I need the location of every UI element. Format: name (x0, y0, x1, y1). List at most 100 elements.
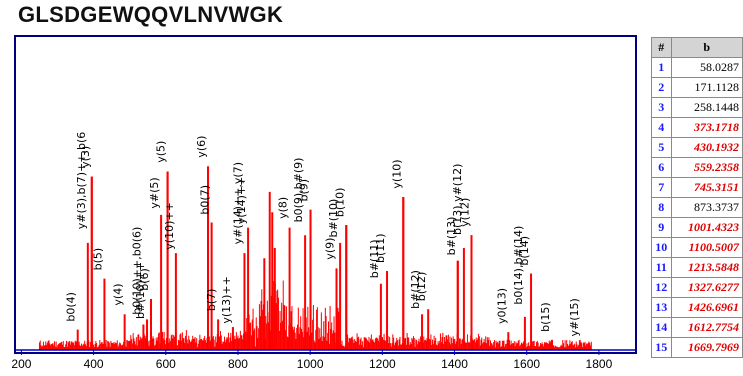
ion-index-cell: 13 (651, 297, 672, 318)
table-row: 5 430.1932 (651, 137, 743, 158)
annotated-peaks: b0(4) y#(3),b(7)++,b(6y(3) b(5) y(4) b0(10)+… (65, 132, 582, 350)
ion-mass-cell: 1612.7754 (670, 317, 743, 338)
x-tick-label: 1600 (513, 357, 540, 371)
ion-mass-cell: 1001.4323 (670, 217, 743, 238)
b-ion-table: # b 1 58.0287 2 171.1128 3 258.1448 4 373.1718 5… (651, 37, 743, 358)
ion-index-cell: 9 (651, 217, 672, 238)
ion-mass-cell: 373.1718 (670, 117, 743, 138)
peak-label: b(12) (415, 272, 428, 302)
peak-label: y(9) (324, 238, 337, 260)
ion-mass-cell: 1213.5848 (670, 257, 743, 278)
ion-index-cell: 8 (651, 197, 672, 218)
x-tick-label: 1800 (586, 357, 613, 371)
table-row: 4 373.1718 (651, 117, 743, 138)
ion-table-body: 1 58.0287 2 171.1128 3 258.1448 4 373.1718 5 430.… (651, 57, 743, 358)
ion-index-cell: 14 (651, 317, 672, 338)
peak-label: y(13)++ (220, 276, 233, 324)
x-tick-label: 600 (156, 357, 176, 371)
table-row: 2 171.1128 (651, 77, 743, 98)
ion-mass-cell: 1327.6277 (670, 277, 743, 298)
peak-label: y(6) (195, 136, 208, 158)
table-row: 11 1213.5848 (651, 257, 743, 278)
peak-label: b0(9),b#(9) (292, 158, 305, 223)
chart-frame (14, 35, 637, 354)
peak-label: y(4) (112, 284, 125, 306)
ion-index-cell: 11 (651, 257, 672, 278)
ion-index-cell: 7 (651, 177, 672, 198)
ion-mass-cell: 559.2358 (670, 157, 743, 178)
x-tick-label: 200 (11, 357, 31, 371)
peak-label: y#(3),b(7)++,b(6 (75, 132, 88, 230)
ms-spectrum-chart: b0(4) y#(3),b(7)++,b(6y(3) b(5) y(4) b0(10)+… (11, 35, 637, 371)
peak-label: y(3) (79, 146, 92, 168)
peak-label: b(15) (539, 302, 552, 332)
index-column-header: # (651, 37, 672, 58)
peak-label: b#(11) (368, 240, 381, 279)
ion-mass-cell: 1426.6961 (670, 297, 743, 318)
table-row: 6 559.2358 (651, 157, 743, 178)
peak-label: y#(14)++,y(7) (231, 162, 244, 244)
ion-mass-cell: 171.1128 (670, 77, 743, 98)
x-tick-label: 1200 (369, 357, 396, 371)
peak-label: y(12) (458, 198, 471, 227)
peak-label: y#(5) (148, 177, 161, 208)
peak-label: b(6) (138, 268, 151, 291)
ion-index-cell: 3 (651, 97, 672, 118)
table-row: 9 1001.4323 (651, 217, 743, 238)
table-row: 12 1327.6277 (651, 277, 743, 298)
b-column-header: b (670, 37, 743, 58)
peak-label: b0(10)++,b0(6) (130, 227, 143, 315)
ion-index-cell: 10 (651, 237, 672, 258)
peak-label: y(14)++ (235, 177, 248, 225)
peak-label: b#(10)++ (134, 262, 147, 319)
peak-label: b0(14),b#(14) (512, 226, 525, 305)
peak-label: y#(15) (568, 298, 581, 336)
peak-label: b(13),y#(12) (451, 164, 464, 235)
peak-label: y(10)++ (163, 202, 176, 250)
ion-index-cell: 12 (651, 277, 672, 298)
ion-mass-cell: 1669.7969 (670, 337, 743, 358)
ion-mass-cell: 873.3737 (670, 197, 743, 218)
peak-label: b#(12) (409, 270, 422, 309)
peak-label: b(7) (205, 289, 218, 312)
peak-label: b#(10) (327, 199, 340, 238)
ion-mass-cell: 58.0287 (670, 57, 743, 78)
peak-label: y0(13) (495, 288, 508, 324)
ion-index-cell: 2 (651, 77, 672, 98)
peak-label: b#(13) (445, 217, 458, 256)
table-row: 10 1100.5007 (651, 237, 743, 258)
table-row: 15 1669.7969 (651, 337, 743, 358)
peak-label: b0(4) (65, 292, 78, 322)
ion-index-cell: 15 (651, 337, 672, 358)
table-row: 8 873.3737 (651, 197, 743, 218)
table-row: 13 1426.6961 (651, 297, 743, 318)
peak-label: b(14) (518, 236, 531, 266)
ion-mass-cell: 745.3151 (670, 177, 743, 198)
peak-label: b(5) (91, 248, 104, 271)
ion-index-cell: 4 (651, 117, 672, 138)
table-row: 1 58.0287 (651, 57, 743, 78)
peak-label: b(10) (333, 188, 346, 218)
ion-index-cell: 1 (651, 57, 672, 78)
table-row: 14 1612.7754 (651, 317, 743, 338)
ion-index-cell: 5 (651, 137, 672, 158)
peak-label: b0(7) (199, 185, 212, 215)
peak-label: y(5) (155, 141, 168, 163)
ion-mass-cell: 1100.5007 (670, 237, 743, 258)
table-row: 3 258.1448 (651, 97, 743, 118)
x-tick-label: 1400 (441, 357, 468, 371)
x-axis-ticks: 200 400 600 800 1000 1200 1400 1600 1800 (11, 350, 613, 371)
peptide-sequence-title: GLSDGEWQQVLNVWGK (18, 2, 284, 27)
peak-label: b(9) (298, 179, 311, 202)
peak-label: y(10) (390, 160, 403, 189)
ion-table-header-row: # b (651, 37, 743, 58)
table-row: 7 745.3151 (651, 177, 743, 198)
peak-label: y(8) (277, 197, 290, 219)
peak-label: b(11) (374, 233, 387, 263)
ion-mass-cell: 430.1932 (670, 137, 743, 158)
x-tick-label: 1000 (297, 357, 324, 371)
x-tick-label: 400 (84, 357, 104, 371)
x-tick-label: 800 (228, 357, 248, 371)
ion-mass-cell: 258.1448 (670, 97, 743, 118)
ion-index-cell: 6 (651, 157, 672, 178)
